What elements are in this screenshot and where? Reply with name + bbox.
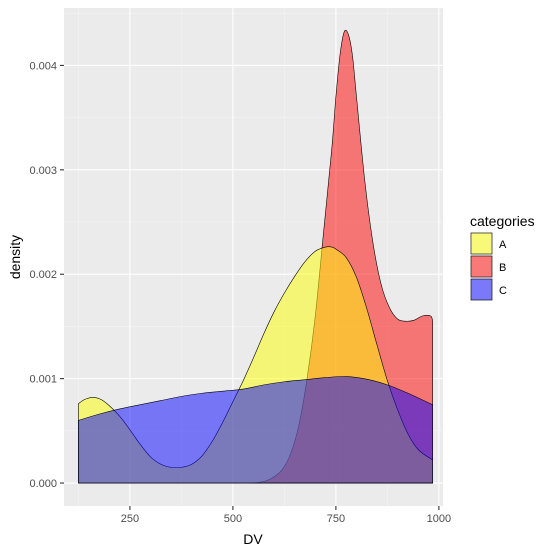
- legend: categories ABC: [470, 213, 535, 301]
- x-axis-title: DV: [243, 531, 263, 547]
- legend-title: categories: [470, 213, 535, 229]
- legend-swatch-B: [470, 255, 493, 278]
- x-axis: 250 500 750 1000: [121, 506, 451, 525]
- legend-label-A: A: [499, 239, 507, 251]
- x-tick-label: 250: [121, 513, 139, 525]
- legend-label-C: C: [499, 285, 507, 297]
- y-tick-label: 0.000: [29, 478, 57, 490]
- y-tick-label: 0.002: [29, 269, 57, 281]
- y-tick-label: 0.001: [29, 374, 57, 386]
- y-axis: 0.000 0.001 0.002 0.003 0.004: [29, 60, 64, 490]
- legend-swatch-A: [470, 232, 493, 255]
- legend-label-B: B: [499, 262, 506, 274]
- legend-swatch-C: [470, 278, 493, 301]
- y-axis-title: density: [7, 235, 23, 279]
- x-tick-label: 750: [327, 513, 345, 525]
- x-tick-label: 500: [224, 513, 242, 525]
- x-tick-label: 1000: [427, 513, 451, 525]
- y-tick-label: 0.003: [29, 165, 57, 177]
- minor-gridlines: [64, 8, 443, 506]
- y-tick-label: 0.004: [29, 60, 57, 72]
- density-area-C: [78, 376, 433, 484]
- density-areas: [78, 29, 433, 484]
